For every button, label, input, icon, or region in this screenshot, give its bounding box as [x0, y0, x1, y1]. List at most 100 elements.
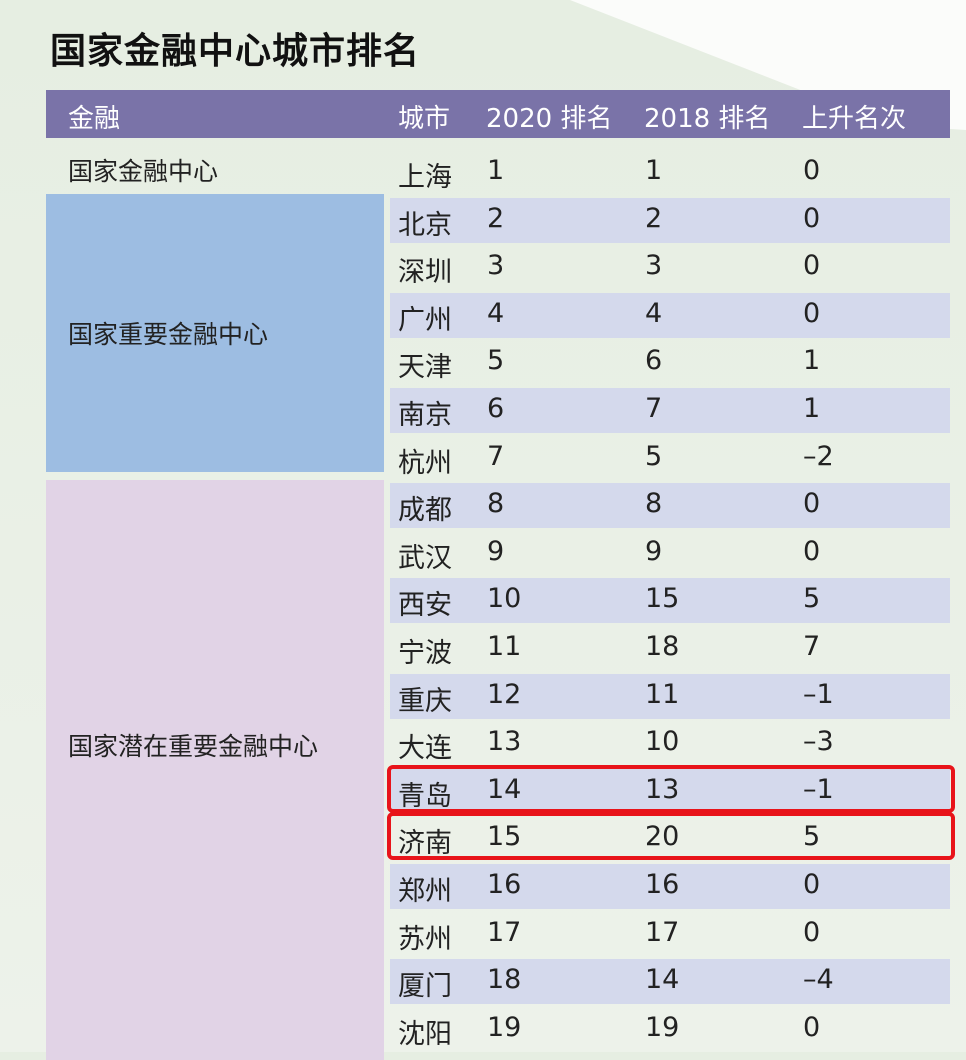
city-cell: 重庆: [398, 685, 452, 717]
rank-2018-cell: 17: [645, 916, 680, 948]
change-cell: –1: [803, 678, 834, 710]
city-cell: 北京: [398, 209, 452, 241]
city-cell: 大连: [398, 733, 452, 765]
rank-2020-cell: 13: [487, 726, 522, 758]
rank-2018-cell: 14: [645, 964, 680, 996]
rank-2018-cell: 4: [645, 297, 663, 329]
change-cell: 0: [803, 869, 821, 900]
rank-2018-cell: 20: [645, 821, 680, 853]
rank-2018-cell: 6: [645, 345, 663, 377]
rank-2020-cell: 12: [487, 678, 522, 710]
tier-label: 国家重要金融中心: [68, 320, 269, 349]
city-cell: 西安: [398, 590, 452, 622]
header-city: 城市: [398, 104, 451, 134]
table-row: 广州 4 4 0: [390, 292, 950, 338]
rank-2018-cell: 3: [645, 250, 663, 282]
rank-2020-cell: 11: [487, 631, 522, 662]
change-cell: –3: [803, 726, 834, 758]
city-cell: 沈阳: [398, 1018, 452, 1050]
rank-2018-cell: 16: [645, 869, 680, 900]
rank-2020-cell: 1: [487, 155, 505, 186]
city-cell: 武汉: [398, 542, 452, 574]
rank-2018-cell: 9: [645, 535, 663, 567]
rank-2020-cell: 14: [487, 773, 522, 805]
city-cell: 厦门: [398, 971, 452, 1003]
city-cell: 深圳: [398, 257, 452, 289]
page-title: 国家金融中心城市排名: [50, 31, 421, 72]
header-2020: 2020 排名: [486, 104, 613, 134]
change-cell: 0: [803, 488, 821, 520]
highlight-box: [387, 812, 955, 861]
rank-2018-cell: 1: [645, 155, 663, 186]
table-row: 北京 2 2 0: [390, 197, 950, 243]
change-cell: 0: [803, 202, 821, 234]
rank-2020-cell: 17: [487, 916, 522, 948]
table-row: 武汉 9 9 0: [390, 531, 950, 576]
table-row: 成都 8 8 0: [390, 483, 950, 529]
change-cell: 0: [803, 297, 821, 329]
change-cell: –4: [803, 964, 834, 996]
rank-2020-cell: 4: [487, 297, 505, 329]
rank-2018-cell: 11: [645, 678, 680, 710]
change-cell: 1: [803, 393, 821, 424]
table-row: 上海 1 1 0: [390, 150, 950, 195]
rank-2018-cell: 8: [645, 488, 663, 520]
city-cell: 成都: [398, 495, 452, 527]
rank-2020-cell: 2: [487, 202, 505, 234]
rank-2018-cell: 18: [645, 631, 680, 662]
city-cell: 宁波: [398, 638, 452, 669]
city-cell: 南京: [398, 400, 452, 431]
change-cell: 7: [803, 631, 821, 662]
table-row: 青岛 14 13 –1: [390, 768, 950, 814]
rank-2020-cell: 8: [487, 488, 505, 520]
rank-2020-cell: 18: [487, 964, 522, 996]
rank-2018-cell: 19: [645, 1011, 680, 1043]
header-change: 上升名次: [802, 104, 907, 134]
table-row: 深圳 3 3 0: [390, 245, 950, 290]
change-cell: 0: [803, 916, 821, 948]
city-cell: 济南: [398, 828, 452, 860]
table-row: 郑州 16 16 0: [390, 864, 950, 909]
rank-2018-cell: 13: [645, 773, 680, 805]
tier-important-center: 国家重要金融中心: [46, 194, 384, 472]
table-row: 重庆 12 11 –1: [390, 673, 950, 719]
rank-2020-cell: 9: [487, 535, 505, 567]
table-row: 宁波 11 18 7: [390, 626, 950, 671]
change-cell: 0: [803, 535, 821, 567]
change-cell: 0: [803, 155, 821, 186]
table-row: 南京 6 7 1: [390, 388, 950, 433]
highlight-box: [387, 764, 955, 813]
table-row: 西安 10 15 5: [390, 578, 950, 624]
city-cell: 广州: [398, 304, 452, 336]
rank-2020-cell: 7: [487, 440, 505, 472]
table-row: 苏州 17 17 0: [390, 912, 950, 957]
rank-2020-cell: 6: [487, 393, 505, 424]
change-cell: 5: [803, 821, 821, 853]
table-row: 沈阳 19 19 0: [390, 1007, 950, 1052]
rank-2020-cell: 3: [487, 250, 505, 282]
city-cell: 青岛: [398, 780, 452, 812]
rank-2020-cell: 19: [487, 1011, 522, 1043]
rank-2018-cell: 2: [645, 202, 663, 234]
rank-2020-cell: 10: [487, 583, 522, 615]
tier-label: 国家金融中心: [68, 157, 219, 186]
rank-2020-cell: 16: [487, 869, 522, 900]
table-row: 天津 5 6 1: [390, 340, 950, 385]
change-cell: 0: [803, 1011, 821, 1043]
table-row: 厦门 18 14 –4: [390, 959, 950, 1005]
rank-2018-cell: 7: [645, 393, 663, 424]
change-cell: 1: [803, 345, 821, 377]
city-cell: 上海: [398, 162, 452, 193]
table-row: 济南 15 20 5: [390, 816, 950, 861]
rank-2018-cell: 10: [645, 726, 680, 758]
tier-label: 国家潜在重要金融中心: [68, 732, 319, 761]
change-cell: 5: [803, 583, 821, 615]
city-cell: 天津: [398, 352, 452, 384]
rank-2018-cell: 15: [645, 583, 680, 615]
change-cell: –1: [803, 773, 834, 805]
change-cell: 0: [803, 250, 821, 282]
city-cell: 郑州: [398, 876, 452, 907]
rank-2020-cell: 15: [487, 821, 522, 853]
tier-potential-center: 国家潜在重要金融中心: [46, 480, 384, 1060]
city-cell: 杭州: [398, 447, 452, 479]
